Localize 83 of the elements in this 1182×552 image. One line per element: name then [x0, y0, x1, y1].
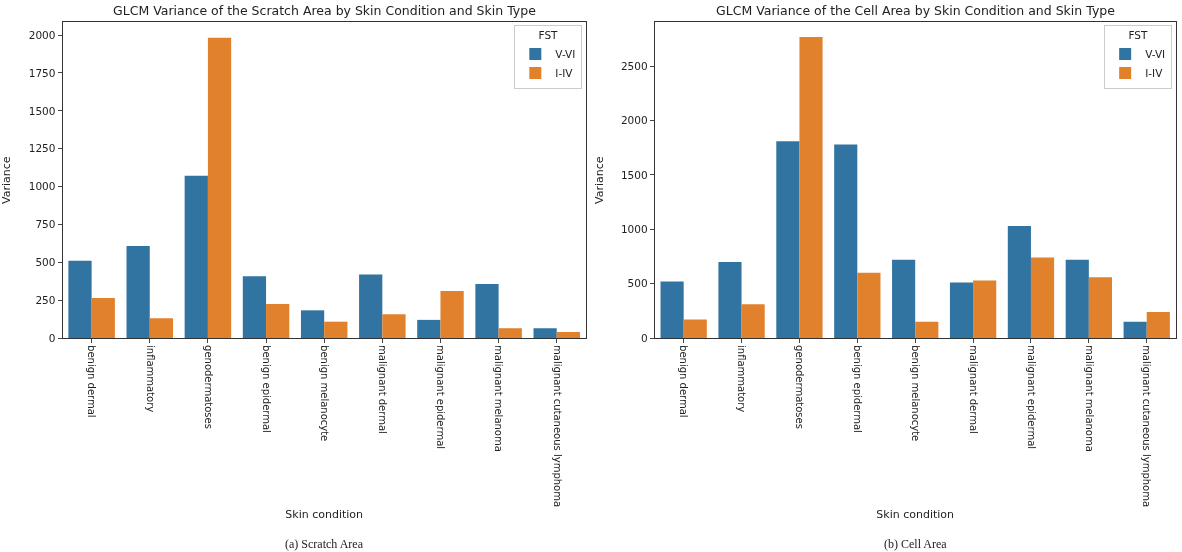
x-tick-label: benign dermal: [86, 345, 98, 418]
legend-label: I-IV: [555, 67, 574, 80]
bar: [718, 261, 742, 339]
bar: [949, 282, 974, 339]
x-tick-label: benign melanocyte: [318, 345, 330, 442]
bar: [126, 246, 150, 339]
bar: [1030, 257, 1055, 339]
bar: [892, 259, 916, 339]
y-tick-label: 250: [35, 293, 56, 306]
x-tick-label: malignant melanoma: [1083, 345, 1095, 452]
legend-title: FST: [538, 29, 559, 42]
bar: [475, 283, 499, 339]
y-tick-label: 500: [35, 255, 56, 268]
x-tick-label: genodermatoses: [794, 345, 806, 429]
bar: [799, 36, 823, 339]
y-tick-label: 1500: [28, 104, 56, 117]
bar: [300, 310, 325, 339]
bar: [741, 304, 765, 339]
bar: [1146, 311, 1170, 339]
y-tick-label: 0: [640, 331, 648, 344]
y-tick-label: 0: [48, 331, 56, 344]
text: (b) Cell Area: [884, 537, 948, 551]
bar: [857, 272, 881, 339]
y-tick-label: 1000: [620, 223, 648, 236]
bar: [417, 319, 441, 339]
y-tick-label: 2500: [620, 59, 648, 72]
bar: [776, 141, 800, 339]
legend-label: V-VI: [1145, 48, 1166, 61]
bar: [834, 144, 858, 339]
legend-title: FST: [1128, 29, 1148, 42]
y-tick-label: 1500: [620, 168, 648, 181]
bar: [359, 274, 383, 339]
x-tick-label: malignant cutaneous lymphoma: [551, 345, 563, 508]
bar: [382, 314, 406, 339]
x-tick-label: inflammatory: [144, 345, 156, 413]
bar: [324, 321, 348, 339]
bar: [1065, 259, 1089, 339]
x-tick-label: inflammatory: [736, 345, 748, 413]
bar: [660, 281, 684, 339]
y-tick-label: 2000: [28, 28, 56, 41]
x-tick-label: malignant epidermal: [435, 345, 447, 450]
x-tick-label: malignant melanoma: [493, 345, 505, 452]
bar: [973, 280, 997, 339]
y-tick-label: 750: [35, 218, 56, 231]
x-tick-label: genodermatoses: [202, 345, 214, 429]
y-tick-label: 500: [627, 277, 648, 290]
y-axis-title: Variance: [592, 156, 606, 204]
x-tick-label: benign melanocyte: [909, 345, 921, 442]
bar: [1007, 226, 1031, 339]
x-tick-label: benign epidermal: [852, 345, 864, 433]
text: (a) Scratch Area: [285, 537, 364, 551]
legend-label: V-VI: [555, 48, 576, 61]
x-tick-label: benign epidermal: [260, 345, 272, 433]
bar: [915, 321, 939, 339]
bar: [533, 328, 557, 339]
bar: [498, 328, 522, 339]
bar: [556, 331, 581, 339]
bar: [1123, 321, 1147, 339]
y-tick-label: 1000: [28, 180, 56, 193]
chart-title: GLCM Variance of the Cell Area by Skin Condition and Skin Type: [716, 3, 1116, 18]
bar: [1088, 277, 1112, 339]
bar: [207, 37, 232, 339]
x-axis-title: Skin condition: [876, 508, 955, 522]
x-tick-label: benign dermal: [678, 345, 690, 418]
bar: [68, 260, 92, 339]
bar: [184, 175, 208, 339]
chart-title: GLCM Variance of the Scratch Area by Skin Condition and Skin Type: [113, 3, 537, 18]
legend-label: I-IV: [1145, 67, 1164, 80]
y-tick-label: 1750: [28, 66, 56, 79]
x-tick-label: malignant dermal: [967, 345, 979, 434]
x-tick-label: malignant cutaneous lymphoma: [1141, 345, 1153, 508]
bar: [91, 297, 115, 339]
x-tick-label: malignant epidermal: [1025, 345, 1037, 450]
bar: [149, 318, 174, 339]
bar: [683, 319, 707, 339]
bar: [242, 276, 267, 339]
y-tick-label: 1250: [28, 142, 56, 155]
x-axis-title: Skin condition: [285, 508, 364, 522]
y-tick-label: 2000: [620, 114, 648, 127]
bar: [266, 303, 290, 339]
y-axis-title: Variance: [0, 156, 14, 204]
bar: [440, 291, 464, 339]
x-tick-label: malignant dermal: [377, 345, 389, 434]
